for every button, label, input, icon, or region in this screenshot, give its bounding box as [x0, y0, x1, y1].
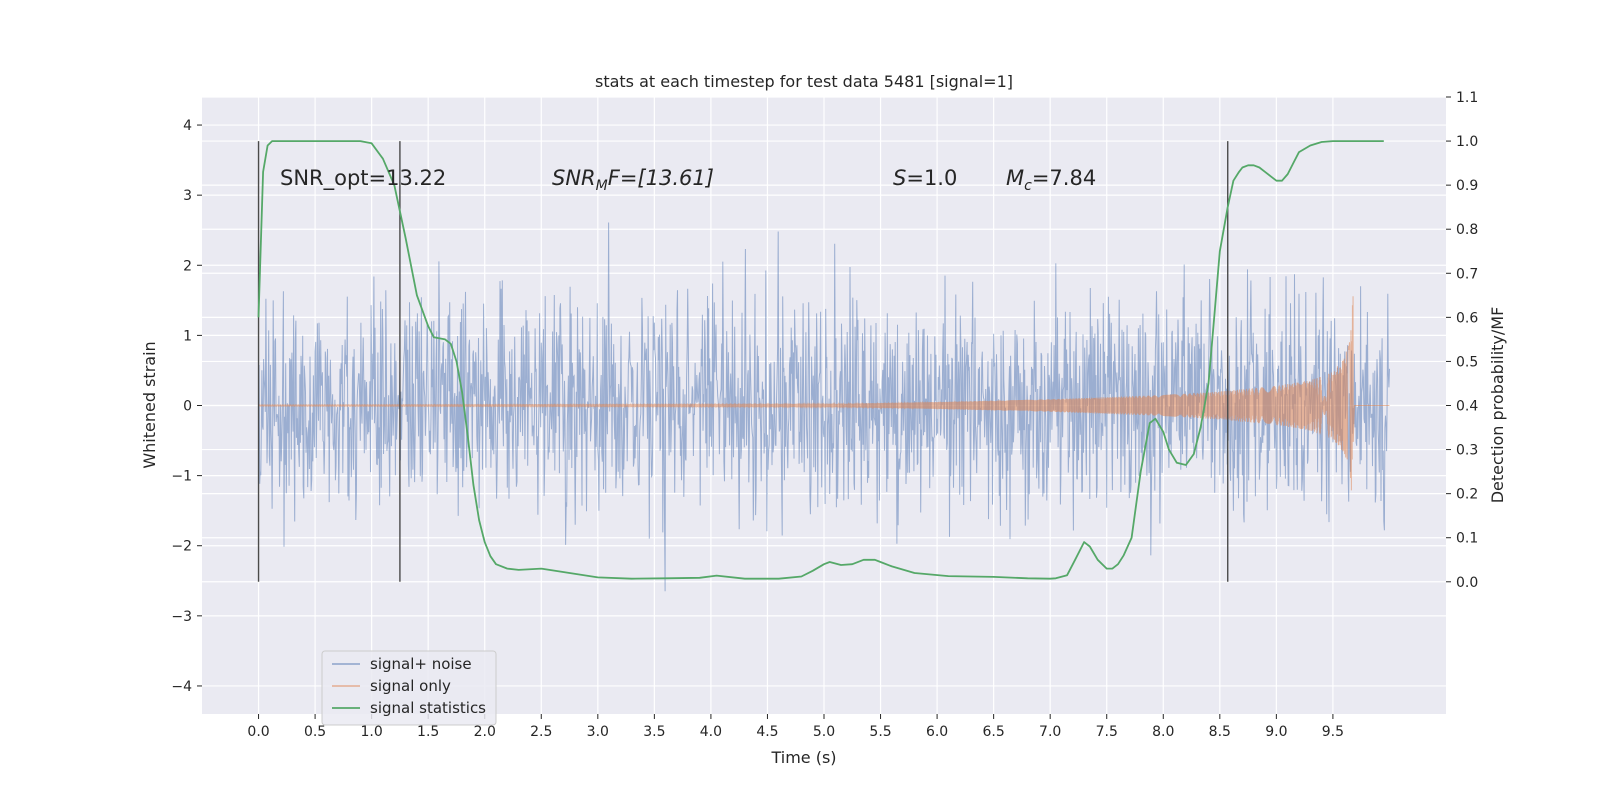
- annotation-mc-rest: =7.84: [1032, 166, 1096, 190]
- x-tick-label: 6.0: [926, 724, 948, 740]
- annotation-s-main: S: [893, 166, 906, 190]
- y-tick-label: −2: [171, 539, 192, 555]
- y-tick-label: 1: [183, 328, 192, 344]
- x-axis-ticks: 0.0 0.5 1.0 1.5 2.0 2.5 3.0 3.5 4.0 4.5 5.0 5.5 6.0 6…: [247, 714, 1344, 740]
- annotation-snr-mf: SNRMF=[13.61]: [552, 166, 714, 194]
- y-tick-label: 0: [183, 399, 192, 415]
- y-right-tick-label: 0.1: [1456, 531, 1478, 547]
- y-right-tick-label: 0.3: [1456, 443, 1478, 459]
- x-tick-label: 1.5: [417, 724, 439, 740]
- x-tick-label: 3.0: [587, 724, 609, 740]
- legend-label-signal-statistics: signal statistics: [370, 699, 486, 717]
- x-tick-label: 8.0: [1152, 724, 1174, 740]
- series-signal-only: [258, 296, 1390, 491]
- y-tick-label: −4: [171, 679, 192, 695]
- y-axis-label: Whitened strain: [140, 341, 159, 468]
- y-right-tick-label: 0.7: [1456, 266, 1478, 282]
- y-tick-label: 3: [183, 188, 192, 204]
- y-tick-label: −3: [171, 609, 192, 625]
- y-right-tick-label: 0.9: [1456, 178, 1478, 194]
- series-signal-noise: [258, 222, 1390, 592]
- x-tick-label: 4.0: [700, 724, 722, 740]
- y-right-tick-label: 0.6: [1456, 310, 1478, 326]
- x-tick-label: 9.5: [1322, 724, 1344, 740]
- annotation-s: S=1.0: [893, 166, 957, 190]
- y-right-axis-label: Detection probability/MF: [1488, 307, 1507, 504]
- y-right-tick-label: 0.4: [1456, 399, 1478, 415]
- annotation-s-rest: =1.0: [906, 166, 957, 190]
- legend-label-signal-noise: signal+ noise: [370, 655, 472, 673]
- x-tick-label: 5.5: [869, 724, 891, 740]
- x-tick-label: 7.5: [1096, 724, 1118, 740]
- x-tick-label: 0.0: [247, 724, 269, 740]
- x-tick-label: 1.0: [361, 724, 383, 740]
- x-tick-label: 8.5: [1209, 724, 1231, 740]
- annotation-mc: Mc=7.84: [1006, 166, 1096, 194]
- y-axis-ticks: −4 −3 −2 −1 0 1 2 3 4: [171, 118, 202, 695]
- legend-box: [321, 650, 497, 726]
- annotation-mc-main: M: [1006, 166, 1024, 190]
- x-tick-label: 2.0: [474, 724, 496, 740]
- x-tick-label: 6.5: [983, 724, 1005, 740]
- y-tick-label: −1: [171, 469, 192, 485]
- x-axis-label: Time (s): [770, 748, 836, 767]
- y-right-axis-ticks: 0.0 0.1 0.2 0.3 0.4 0.5 0.6 0.7 0.8 0.9 1.0 1.1: [1446, 90, 1478, 591]
- y-right-tick-label: 0.0: [1456, 575, 1478, 591]
- x-tick-label: 5.0: [813, 724, 835, 740]
- x-tick-label: 2.5: [530, 724, 552, 740]
- legend: signal+ noise signal only signal statist…: [321, 650, 497, 726]
- y-right-tick-label: 0.5: [1456, 354, 1478, 370]
- x-tick-label: 7.0: [1039, 724, 1061, 740]
- y-tick-label: 4: [183, 118, 192, 134]
- signal-noise-line: [258, 222, 1390, 592]
- annotation-snr-mf-sub: M: [596, 178, 608, 194]
- signal-statistics-line: [257, 140, 1384, 580]
- y-right-tick-label: 0.8: [1456, 222, 1478, 238]
- y-right-tick-label: 1.1: [1456, 90, 1478, 106]
- y-tick-label: 2: [183, 258, 192, 274]
- series-signal-statistics: [257, 140, 1384, 580]
- legend-label-signal-only: signal only: [370, 677, 451, 695]
- x-tick-label: 3.5: [643, 724, 665, 740]
- annotation-snr-mf-rest: F=[13.61]: [608, 166, 714, 190]
- signal-only-line: [258, 296, 1390, 491]
- x-tick-label: 9.0: [1265, 724, 1287, 740]
- x-tick-label: 0.5: [304, 724, 326, 740]
- annotation-snr-opt: SNR_opt=13.22: [280, 166, 446, 191]
- y-right-tick-label: 0.2: [1456, 487, 1478, 503]
- y-right-tick-label: 1.0: [1456, 134, 1478, 150]
- annotation-mc-sub: c: [1024, 178, 1032, 194]
- x-tick-label: 4.5: [756, 724, 778, 740]
- chart-title: stats at each timestep for test data 548…: [595, 72, 1013, 91]
- annotation-snr-mf-main: SNR: [552, 166, 596, 190]
